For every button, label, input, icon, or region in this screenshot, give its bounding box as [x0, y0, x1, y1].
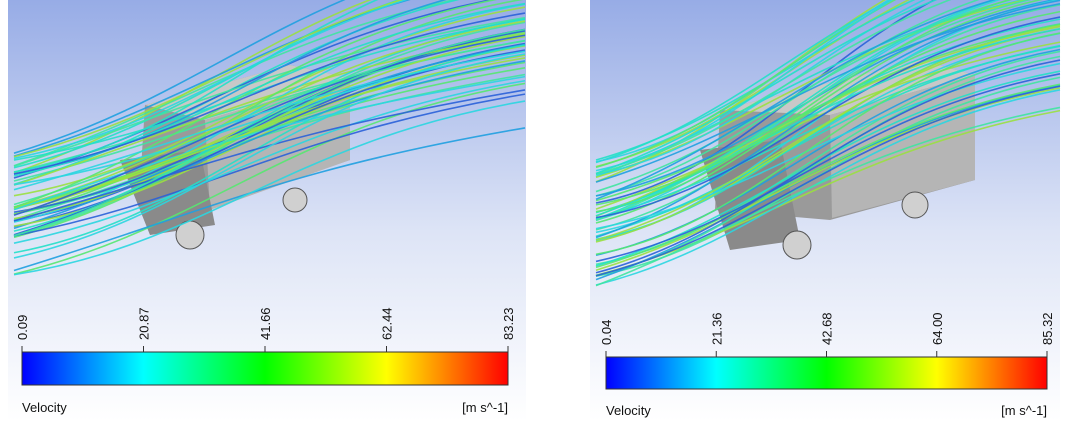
figure: Velocity [m s^-1] Velocity [m s^-1] 0.09…	[0, 0, 1083, 421]
tick-label: 21.36	[709, 312, 724, 345]
tick-label: 85.32	[1040, 312, 1055, 345]
color-bar	[606, 357, 1047, 389]
tick-label: 0.04	[599, 320, 614, 345]
legend-title: Velocity	[606, 403, 651, 418]
tick-label: 0.09	[15, 315, 30, 340]
wheel	[283, 188, 307, 212]
color-bar	[22, 352, 508, 385]
legend-units: [m s^-1]	[1001, 403, 1047, 418]
wheel	[783, 231, 811, 259]
tick-label: 42.68	[820, 312, 835, 345]
tick-label: 20.87	[137, 307, 152, 340]
wheel	[902, 192, 928, 218]
legend-units: [m s^-1]	[462, 400, 508, 415]
tick-label: 83.23	[501, 307, 516, 340]
tick-label: 64.00	[930, 312, 945, 345]
tick-label: 41.66	[258, 307, 273, 340]
legend-title: Velocity	[22, 400, 67, 415]
tick-label: 62.44	[380, 307, 395, 340]
